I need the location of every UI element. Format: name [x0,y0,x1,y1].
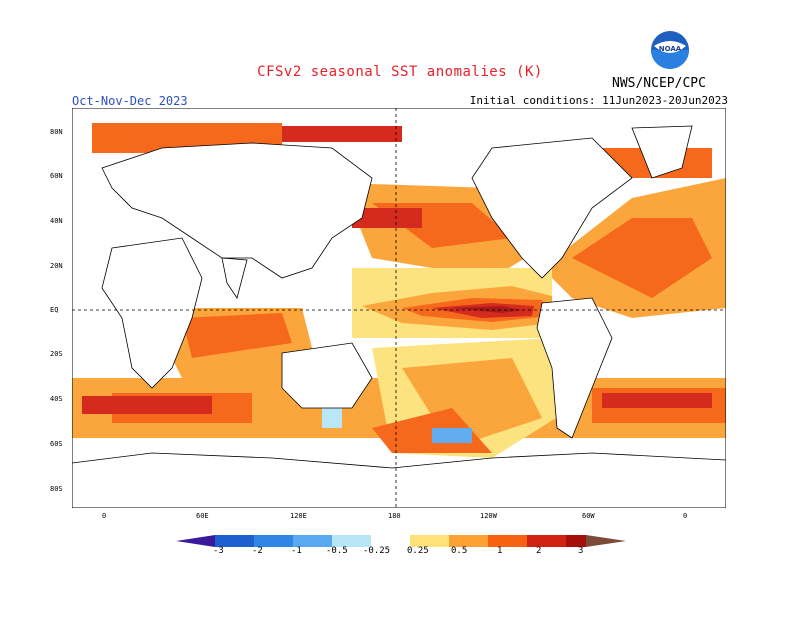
noaa-logo-icon: NOAA [651,31,689,69]
season-label: Oct-Nov-Dec 2023 [72,94,188,108]
colorbar-label: 0.25 [407,546,429,556]
lat-label: 40S [50,395,63,403]
colorbar-label: 0.5 [451,546,468,556]
colorbar-label: 2 [536,546,542,556]
anomaly-field [72,123,726,458]
lon-label: 180 [388,512,401,520]
lon-label: 120E [290,512,307,520]
figure-title: CFSv2 seasonal SST anomalies (K) [257,64,543,80]
lat-label: 20S [50,350,63,358]
lat-label: 20N [50,262,63,270]
colorbar-label: -2 [252,546,263,556]
colorbar-label: -3 [213,546,224,556]
initial-conditions-label: Initial conditions: 11Jun2023-20Jun2023 [469,94,728,107]
sst-anomaly-map [72,108,726,508]
lon-label: 60W [582,512,595,520]
svg-text:NOAA: NOAA [659,45,682,53]
colorbar-label: -0.5 [326,546,348,556]
lat-label: 60S [50,440,63,448]
lon-label: 120W [480,512,497,520]
continents [72,125,726,508]
colorbar-label: -1 [291,546,302,556]
colorbar-label: 1 [497,546,503,556]
lon-label: 60E [196,512,209,520]
lat-label: 80S [50,485,63,493]
lat-label: 80N [50,128,63,136]
colorbar-label: 3 [578,546,584,556]
lon-label: 0 [683,512,688,520]
lon-label: 0 [102,512,107,520]
colorbar-label: -0.25 [363,546,391,556]
lat-label: 60N [50,172,63,180]
lat-label: EQ [50,306,59,314]
agency-label: NWS/NCEP/CPC [612,76,706,91]
lat-label: 40N [50,217,63,225]
colorbar [176,535,626,547]
